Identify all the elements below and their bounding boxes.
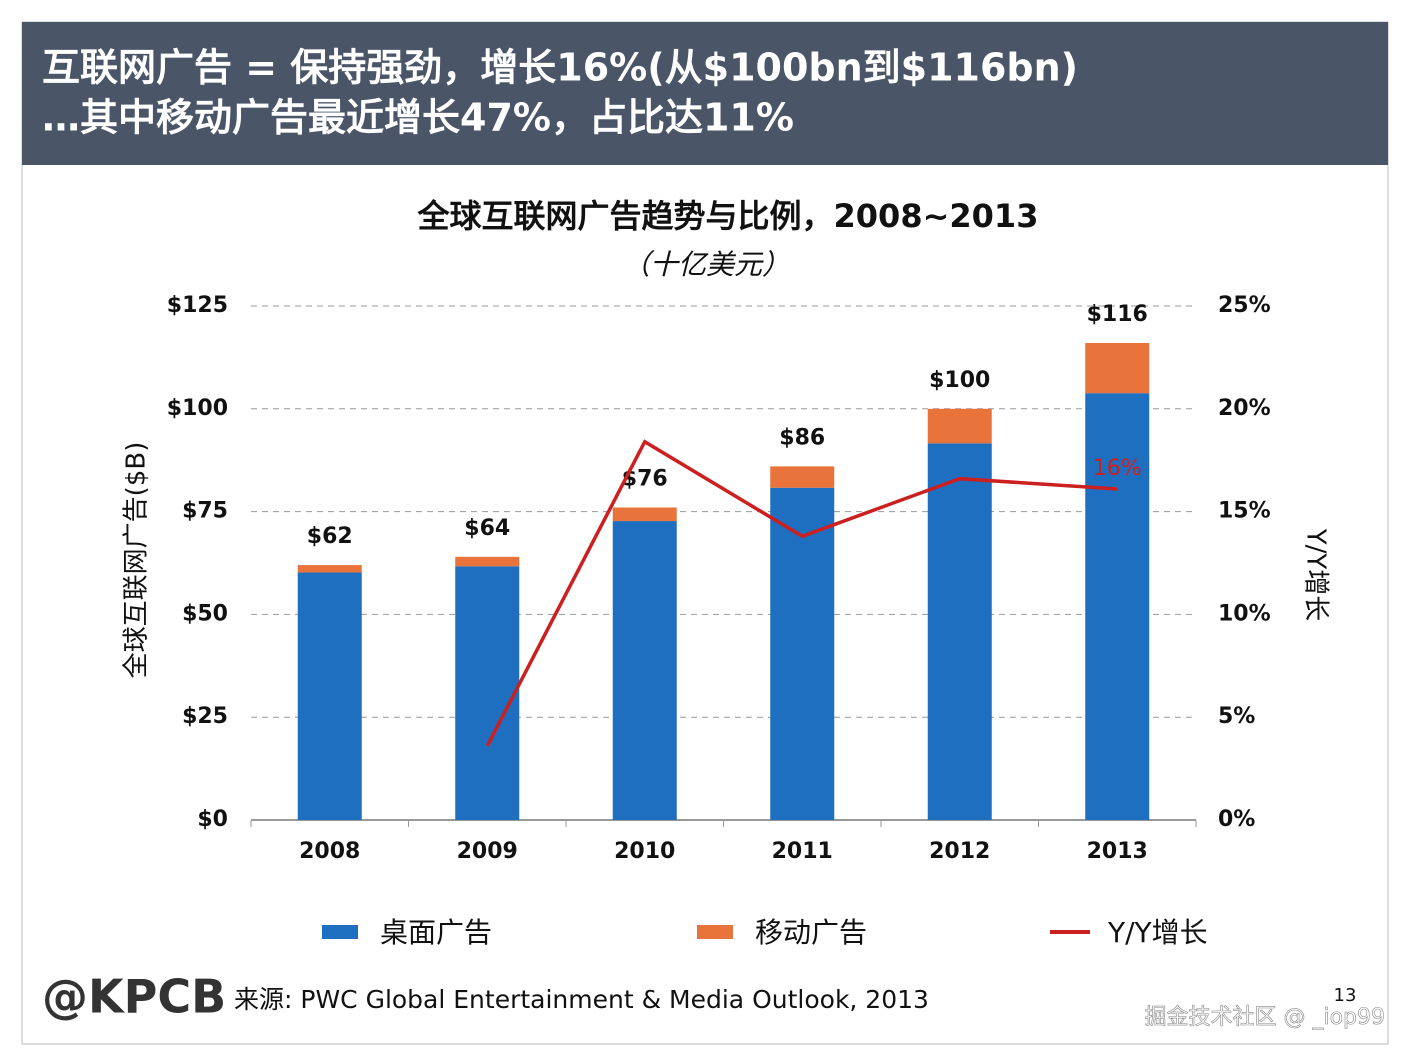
y-tick-label: $50 [182, 601, 228, 626]
yoy-line [485, 439, 1118, 747]
chart-subtitle: （十亿美元） [622, 248, 790, 281]
y2-axis-title: Y/Y增长 [1301, 528, 1331, 622]
legend-swatch [322, 925, 358, 939]
legend-swatch [697, 925, 733, 939]
y-tick-label: $25 [182, 704, 228, 729]
total-label: $64 [464, 516, 510, 541]
x-tick-label: 2012 [929, 839, 990, 864]
legend-label: Y/Y增长 [1107, 916, 1208, 949]
bar-segment [927, 408, 992, 444]
bar-segment [612, 521, 677, 820]
y-axis-title: 全球互联网广告($B) [122, 442, 152, 679]
header-band [22, 22, 1388, 165]
line-value-label: 16% [1093, 456, 1142, 481]
y-tick-label: $75 [182, 499, 228, 524]
y2-tick-label: 20% [1218, 396, 1271, 421]
legend-label: 桌面广告 [380, 916, 492, 949]
total-label: $62 [307, 524, 353, 549]
x-tick-label: 2009 [457, 839, 518, 864]
x-tick-label: 2011 [772, 839, 833, 864]
y2-tick-label: 25% [1218, 293, 1271, 318]
y-tick-label: $0 [197, 807, 228, 832]
y-tick-label: $125 [167, 293, 228, 318]
bar-segment [455, 566, 520, 820]
page-number: 13 [1334, 985, 1357, 1006]
logo: @KPCB [42, 970, 226, 1024]
bar-segment [1085, 393, 1150, 820]
x-tick-label: 2008 [299, 839, 360, 864]
bar-segment [770, 466, 835, 488]
chart-title: 全球互联网广告趋势与比例，2008~2013 [417, 197, 1039, 235]
y2-tick-label: 0% [1218, 807, 1255, 832]
bar-segment [612, 507, 677, 522]
bar-segment [1085, 343, 1150, 394]
watermark: 掘金技术社区 @ _iop99 [1144, 1005, 1385, 1030]
total-label: $100 [929, 368, 990, 393]
bar-segment [297, 565, 362, 573]
total-label: $86 [779, 425, 825, 450]
source: 来源: PWC Global Entertainment & Media Out… [234, 985, 929, 1014]
y2-tick-label: 10% [1218, 601, 1271, 626]
y2-tick-label: 5% [1218, 704, 1255, 729]
total-label: $116 [1087, 302, 1148, 327]
frame [21, 21, 1389, 1045]
bar-segment [455, 556, 520, 567]
y-tick-label: $100 [167, 396, 228, 421]
bar-segment [770, 487, 835, 820]
headline: 互联网广告 = 保持强劲，增长16%(从$100bn到$116bn) [42, 46, 1078, 90]
x-tick-label: 2013 [1087, 839, 1148, 864]
headline: …其中移动广告最近增长47%，占比达11% [42, 96, 794, 140]
bar-segment [297, 572, 362, 820]
x-tick-label: 2010 [614, 839, 675, 864]
bar-segment [927, 443, 992, 820]
y2-tick-label: 15% [1218, 499, 1271, 524]
legend-label: 移动广告 [755, 916, 867, 949]
